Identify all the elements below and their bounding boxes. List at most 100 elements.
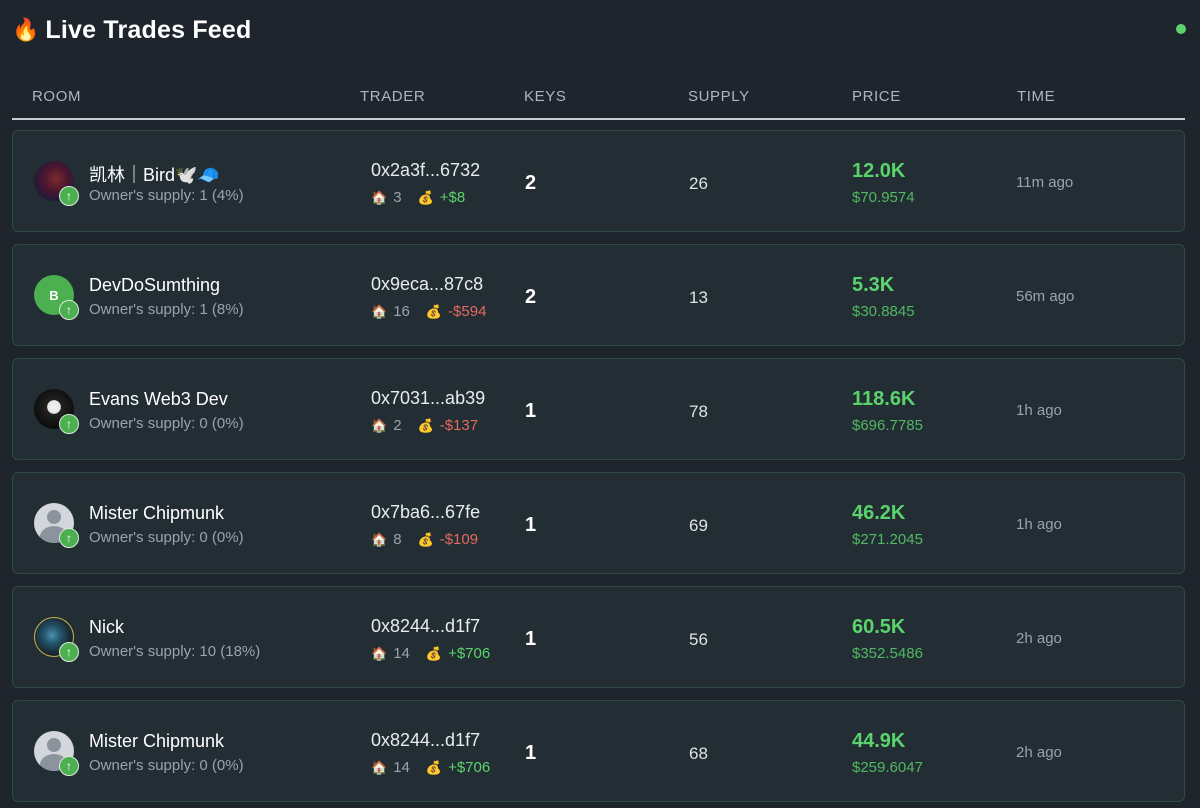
money-bag-icon: 💰 — [417, 189, 434, 205]
price-usd: $696.7785 — [852, 417, 923, 434]
trader-address[interactable]: 0x7031...ab39 — [371, 388, 486, 408]
trader-pnl: +$8 — [439, 189, 466, 206]
trader-pnl: +$706 — [448, 759, 491, 776]
trader-address[interactable]: 0x2a3f...6732 — [371, 160, 481, 180]
room-name[interactable]: Nick — [89, 617, 124, 637]
trader-pnl: -$109 — [439, 531, 479, 548]
avatar-placeholder-head — [47, 738, 61, 752]
live-status-indicator — [1176, 24, 1186, 34]
trade-time: 11m ago — [1016, 174, 1074, 191]
trade-row[interactable]: B ↑ DevDoSumthing Owner's supply: 1 (8%)… — [12, 244, 1185, 346]
keys-count: 2 — [525, 286, 537, 308]
column-header-trader[interactable]: TRADER — [360, 88, 426, 105]
room-name[interactable]: Evans Web3 Dev — [89, 389, 228, 409]
arrow-up-icon: ↑ — [59, 300, 79, 320]
trade-row[interactable]: ↑ Evans Web3 Dev Owner's supply: 0 (0%) … — [12, 358, 1185, 460]
price-value: 118.6K — [852, 388, 916, 410]
page-header: 🔥 Live Trades Feed — [12, 14, 251, 46]
keys-count: 1 — [525, 742, 537, 764]
arrow-up-icon: ↑ — [59, 186, 79, 206]
trader-rooms-count: 3 — [393, 189, 402, 206]
trader-rooms-count: 2 — [393, 417, 402, 434]
arrow-up-icon: ↑ — [59, 642, 79, 662]
room-name[interactable]: 凯林｜Bird🕊️🧢 — [89, 165, 220, 185]
room-avatar-wrapper[interactable]: ↑ — [34, 161, 79, 206]
trader-rooms-count: 16 — [393, 303, 410, 320]
room-avatar-wrapper[interactable]: ↑ — [34, 617, 79, 662]
trader-pnl: +$706 — [448, 645, 491, 662]
trade-row[interactable]: ↑ Nick Owner's supply: 10 (18%) 0x8244..… — [12, 586, 1185, 688]
trade-time: 1h ago — [1016, 402, 1062, 419]
trade-time: 2h ago — [1016, 630, 1062, 647]
room-avatar-wrapper[interactable]: ↑ — [34, 731, 79, 776]
keys-count: 2 — [525, 172, 537, 194]
column-header-time[interactable]: TIME — [1017, 88, 1056, 105]
supply-value: 26 — [689, 174, 708, 193]
money-bag-icon: 💰 — [417, 531, 434, 547]
trade-time: 56m ago — [1016, 288, 1075, 305]
trader-address[interactable]: 0x8244...d1f7 — [371, 730, 481, 750]
arrow-up-icon: ↑ — [59, 756, 79, 776]
keys-count: 1 — [525, 400, 537, 422]
trader-pnl: -$594 — [448, 303, 487, 320]
trader-meta: 🏠 14 💰 +$706 — [371, 759, 490, 776]
room-name[interactable]: Mister Chipmunk — [89, 503, 225, 523]
price-value: 60.5K — [852, 616, 906, 638]
trader-address[interactable]: 0x7ba6...67fe — [371, 502, 481, 522]
supply-value: 68 — [689, 744, 708, 763]
price-value: 44.9K — [852, 730, 906, 752]
owner-supply: Owner's supply: 0 (0%) — [89, 415, 244, 432]
trader-address[interactable]: 0x8244...d1f7 — [371, 616, 481, 636]
keys-count: 1 — [525, 628, 537, 650]
avatar-placeholder-head — [47, 510, 61, 524]
column-header-keys[interactable]: KEYS — [524, 88, 567, 105]
trader-meta: 🏠 2 💰 -$137 — [371, 417, 478, 434]
room-name[interactable]: Mister Chipmunk — [89, 731, 225, 751]
money-bag-icon: 💰 — [417, 417, 434, 433]
column-header-supply[interactable]: SUPPLY — [688, 88, 750, 105]
price-usd: $352.5486 — [852, 645, 923, 662]
supply-value: 69 — [689, 516, 708, 535]
money-bag-icon: 💰 — [425, 303, 443, 319]
price-value: 12.0K — [852, 160, 906, 182]
trade-row[interactable]: ↑ Mister Chipmunk Owner's supply: 0 (0%)… — [12, 472, 1185, 574]
page-title: Live Trades Feed — [45, 15, 252, 44]
owner-supply: Owner's supply: 1 (4%) — [89, 187, 244, 204]
price-value: 5.3K — [852, 274, 895, 296]
trade-row[interactable]: ↑ 凯林｜Bird🕊️🧢 Owner's supply: 1 (4%) 0x2a… — [12, 130, 1185, 232]
supply-value: 56 — [689, 630, 708, 649]
trader-meta: 🏠 14 💰 +$706 — [371, 645, 490, 662]
trader-rooms-count: 8 — [393, 531, 402, 548]
money-bag-icon: 💰 — [425, 645, 443, 661]
column-header-room[interactable]: ROOM — [32, 88, 82, 105]
price-value: 46.2K — [852, 502, 906, 524]
fire-icon: 🔥 — [12, 17, 40, 42]
money-bag-icon: 💰 — [425, 759, 443, 775]
trade-time: 2h ago — [1016, 744, 1062, 761]
supply-value: 78 — [689, 402, 708, 421]
room-avatar-wrapper[interactable]: B ↑ — [34, 275, 79, 320]
keys-count: 1 — [525, 514, 537, 536]
price-usd: $259.6047 — [852, 759, 923, 776]
house-icon: 🏠 — [371, 759, 388, 775]
owner-supply: Owner's supply: 10 (18%) — [89, 643, 261, 660]
price-usd: $70.9574 — [852, 189, 915, 206]
trader-rooms-count: 14 — [393, 645, 410, 662]
trader-address[interactable]: 0x9eca...87c8 — [371, 274, 484, 294]
owner-supply: Owner's supply: 0 (0%) — [89, 529, 244, 546]
trader-rooms-count: 14 — [393, 759, 410, 776]
trader-pnl: -$137 — [439, 417, 479, 434]
room-avatar-wrapper[interactable]: ↑ — [34, 389, 79, 434]
house-icon: 🏠 — [371, 189, 388, 205]
house-icon: 🏠 — [371, 645, 388, 661]
supply-value: 13 — [689, 288, 708, 307]
trade-row[interactable]: ↑ Mister Chipmunk Owner's supply: 0 (0%)… — [12, 700, 1185, 802]
column-header-price[interactable]: PRICE — [852, 88, 901, 105]
price-usd: $271.2045 — [852, 531, 923, 548]
trader-meta: 🏠 8 💰 -$109 — [371, 531, 478, 548]
trade-time: 1h ago — [1016, 516, 1062, 533]
house-icon: 🏠 — [371, 531, 388, 547]
room-avatar-wrapper[interactable]: ↑ — [34, 503, 79, 548]
room-name[interactable]: DevDoSumthing — [89, 275, 221, 295]
trader-meta: 🏠 16 💰 -$594 — [371, 303, 486, 320]
